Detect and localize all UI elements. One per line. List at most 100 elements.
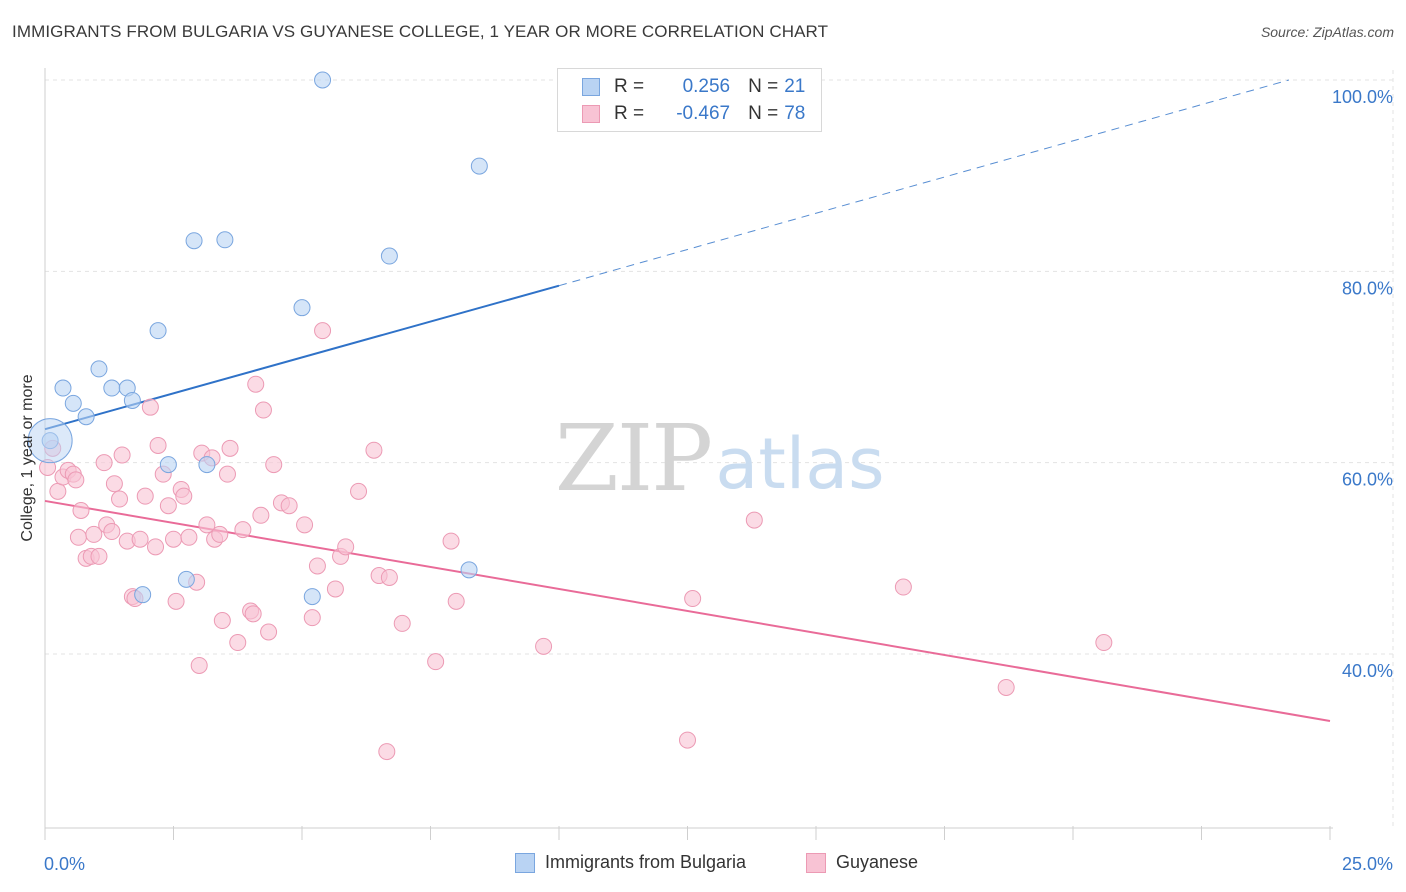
data-point-guyanese xyxy=(447,592,465,610)
r-value: 0.256 xyxy=(682,76,731,97)
blue-swatch xyxy=(515,852,535,873)
watermark-zip: ZIP xyxy=(555,405,711,512)
r-label: R = xyxy=(614,103,645,124)
data-point-guyanese xyxy=(221,439,239,457)
data-point-guyanese xyxy=(180,528,198,546)
data-point-bulgaria-large xyxy=(27,418,73,464)
data-point-guyanese xyxy=(745,511,763,529)
data-point-guyanese xyxy=(247,375,265,393)
data-point-bulgaria xyxy=(90,360,108,378)
data-point-guyanese xyxy=(252,506,270,524)
data-point-bulgaria xyxy=(123,391,141,409)
data-point-guyanese xyxy=(69,528,87,546)
data-point-guyanese xyxy=(131,530,149,548)
data-point-guyanese xyxy=(1095,634,1113,652)
data-point-guyanese xyxy=(113,446,131,464)
data-point-guyanese xyxy=(260,623,278,641)
data-point-bulgaria xyxy=(149,322,167,340)
data-point-guyanese xyxy=(103,523,121,541)
stats-row-bulgaria: R = 0.256 N = 21 xyxy=(582,74,805,100)
data-point-guyanese xyxy=(159,497,177,515)
data-point-guyanese xyxy=(427,653,445,671)
data-point-guyanese xyxy=(326,580,344,598)
watermark-atlas: atlas xyxy=(715,423,884,505)
data-point-guyanese xyxy=(679,731,696,749)
data-point-guyanese xyxy=(213,612,231,630)
data-point-bulgaria xyxy=(460,561,478,579)
y-tick-label: 60.0% xyxy=(1342,470,1393,490)
data-point-bulgaria xyxy=(134,586,152,604)
trendline-bulgaria-extension xyxy=(558,79,1290,287)
data-point-guyanese xyxy=(997,678,1015,696)
data-point-guyanese xyxy=(198,516,216,534)
data-point-bulgaria xyxy=(216,231,234,249)
trendline-guyanese xyxy=(44,499,1331,722)
legend-item-bulgaria: Immigrants from Bulgaria xyxy=(515,852,746,873)
data-point-guyanese xyxy=(244,605,262,623)
y-tick-label: 40.0% xyxy=(1342,661,1393,681)
data-point-guyanese xyxy=(254,401,272,419)
data-point-guyanese xyxy=(684,590,702,608)
n-value: 78 xyxy=(784,103,806,124)
y-axis-label: College, 1 year or more xyxy=(19,374,36,542)
n-label: N = xyxy=(748,76,779,97)
data-point-guyanese xyxy=(175,487,193,505)
data-point-guyanese xyxy=(165,530,182,548)
data-point-bulgaria xyxy=(314,71,332,89)
legend-label-guyanese: Guyanese xyxy=(836,852,919,872)
data-point-bulgaria xyxy=(54,379,72,397)
data-point-guyanese xyxy=(378,743,396,761)
data-point-guyanese xyxy=(442,532,460,550)
r-label: R = xyxy=(614,76,645,97)
data-point-bulgaria xyxy=(198,456,216,474)
x-tick-label: 0.0% xyxy=(44,854,85,874)
pink-swatch xyxy=(806,852,826,873)
data-point-guyanese xyxy=(167,592,185,610)
n-label: N = xyxy=(748,103,779,124)
blue-swatch xyxy=(582,78,600,96)
data-point-bulgaria xyxy=(293,299,311,317)
data-point-guyanese xyxy=(147,538,165,556)
data-point-guyanese xyxy=(380,568,398,586)
data-point-guyanese xyxy=(85,525,103,543)
data-point-guyanese xyxy=(211,525,229,543)
data-point-bulgaria xyxy=(103,379,121,397)
r-value: -0.467 xyxy=(676,103,731,124)
legend-label-bulgaria: Immigrants from Bulgaria xyxy=(545,852,747,872)
y-tick-label: 80.0% xyxy=(1342,278,1393,298)
data-point-guyanese xyxy=(280,497,298,515)
data-point-guyanese xyxy=(234,521,252,539)
data-point-guyanese xyxy=(141,398,159,416)
legend-item-guyanese: Guyanese xyxy=(806,852,918,873)
data-point-bulgaria xyxy=(159,456,177,474)
chart-title: IMMIGRANTS FROM BULGARIA VS GUYANESE COL… xyxy=(12,22,829,41)
stats-row-guyanese: R = -0.467 N = 78 xyxy=(582,101,805,127)
data-point-guyanese xyxy=(95,454,113,472)
data-point-guyanese xyxy=(49,482,67,500)
data-point-guyanese xyxy=(72,502,90,519)
data-point-bulgaria xyxy=(380,247,398,265)
data-point-guyanese xyxy=(190,656,208,674)
pink-swatch xyxy=(582,105,600,123)
data-point-guyanese xyxy=(111,490,129,508)
data-point-guyanese xyxy=(136,487,154,505)
data-point-guyanese xyxy=(393,614,411,632)
data-point-guyanese xyxy=(337,538,355,556)
data-point-guyanese xyxy=(314,322,332,340)
data-point-bulgaria xyxy=(185,232,203,250)
data-point-guyanese xyxy=(218,465,236,483)
data-point-bulgaria xyxy=(470,157,488,175)
data-point-guyanese xyxy=(105,475,123,493)
data-point-guyanese xyxy=(296,516,314,534)
data-point-guyanese xyxy=(303,609,321,627)
y-tick-label: 100.0% xyxy=(1332,87,1393,107)
data-point-guyanese xyxy=(265,456,283,474)
data-point-guyanese xyxy=(535,637,553,655)
x-tick-label: 25.0% xyxy=(1342,854,1393,874)
data-point-guyanese xyxy=(350,482,368,500)
data-point-guyanese xyxy=(90,547,108,565)
data-point-guyanese xyxy=(308,557,326,575)
data-point-guyanese xyxy=(149,436,167,454)
data-point-guyanese xyxy=(894,578,912,596)
